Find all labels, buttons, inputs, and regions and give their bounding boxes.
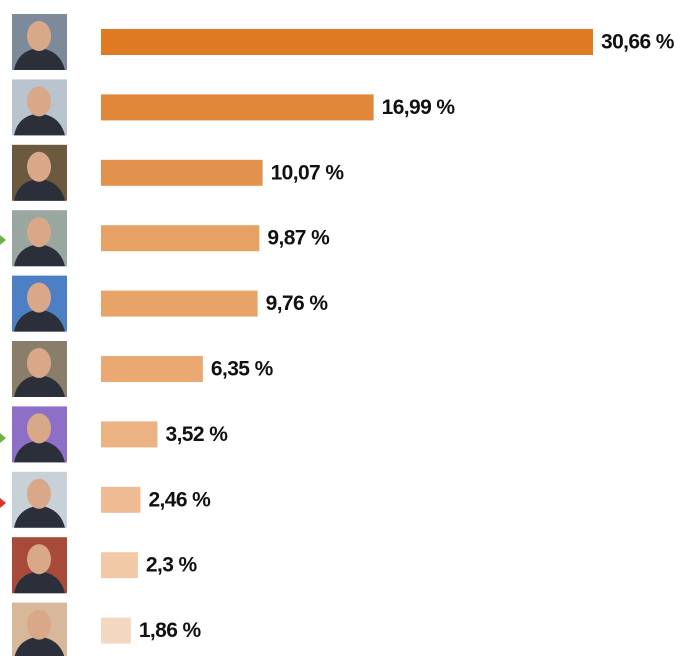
trend-arrow	[0, 235, 6, 245]
photo-face	[27, 348, 51, 378]
photo-shoulders	[14, 178, 65, 201]
bar	[101, 356, 203, 382]
value-label: 30,66 %	[601, 31, 675, 54]
value-label: 9,76 %	[266, 292, 329, 315]
photo-shoulders	[14, 440, 65, 463]
photo-shoulders	[14, 571, 65, 594]
trend-arrow	[0, 498, 6, 508]
bar	[101, 486, 141, 513]
photo-face	[27, 282, 51, 313]
bar	[101, 617, 131, 644]
value-label: 2,46 %	[148, 488, 211, 511]
photo-face	[27, 21, 51, 51]
photo-face	[27, 413, 51, 444]
photo-shoulders	[14, 244, 65, 267]
photo-face	[27, 478, 51, 509]
value-label: 6,35 %	[211, 358, 274, 381]
bar	[101, 290, 258, 317]
bar	[101, 159, 263, 186]
bar	[101, 421, 158, 448]
bar	[101, 225, 260, 252]
value-label: 10,07 %	[271, 161, 345, 184]
photo-face	[27, 544, 51, 575]
bar	[101, 552, 138, 579]
photo-shoulders	[14, 636, 65, 656]
bar	[101, 94, 374, 121]
value-label: 9,87 %	[267, 227, 330, 250]
photo-shoulders	[14, 113, 65, 136]
photo-shoulders	[14, 309, 65, 332]
trend-arrow	[0, 433, 6, 443]
photo-shoulders	[14, 375, 65, 397]
value-label: 2,3 %	[146, 554, 198, 577]
photo-shoulders	[14, 48, 65, 70]
value-label: 3,52 %	[165, 423, 228, 446]
value-label: 16,99 %	[382, 96, 456, 119]
photo-shoulders	[14, 505, 65, 528]
value-label: 1,86 %	[139, 619, 202, 642]
photo-face	[27, 217, 51, 248]
bar	[101, 29, 593, 55]
photo-face	[27, 86, 51, 117]
photo-face	[27, 151, 51, 182]
photo-face	[27, 609, 51, 640]
